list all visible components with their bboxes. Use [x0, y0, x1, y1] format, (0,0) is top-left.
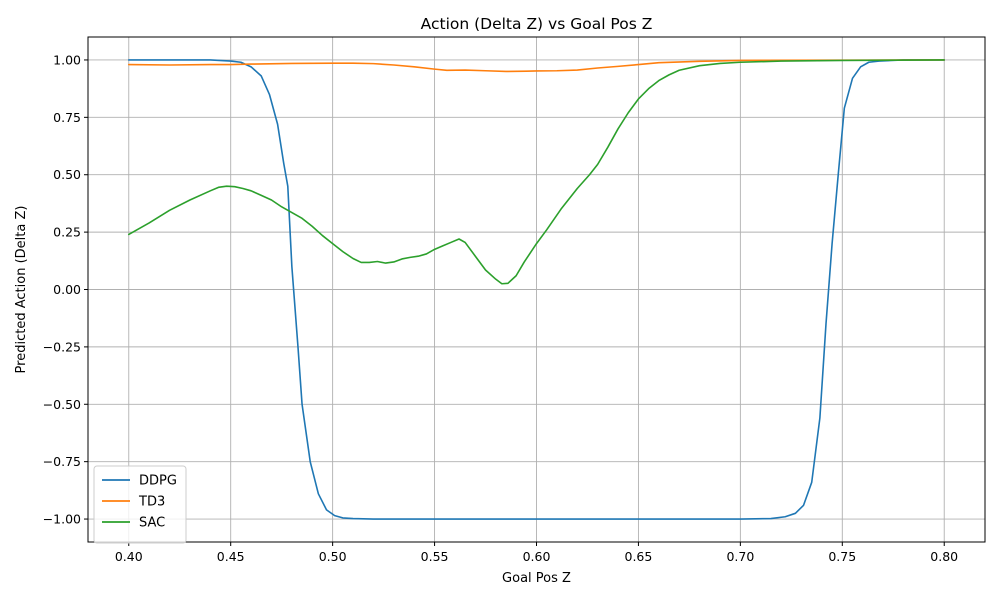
x-tick-label: 0.50 — [319, 549, 347, 564]
x-tick-label: 0.80 — [930, 549, 958, 564]
y-tick-label: −0.75 — [43, 454, 81, 469]
axis-ticks: 0.40 0.45 0.50 0.55 0.60 0.65 0.70 0.75 0.80 1.00… — [43, 52, 958, 564]
x-tick-label: 0.55 — [421, 549, 449, 564]
x-tick-label: 0.70 — [726, 549, 754, 564]
legend-box — [93, 465, 187, 544]
x-tick-label: 0.65 — [625, 549, 653, 564]
series-line-td3 — [127, 59, 946, 73]
x-tick-label: 0.60 — [523, 549, 551, 564]
y-axis-label: Predicted Action (Delta Z) — [14, 206, 29, 374]
y-tick-label: 0.50 — [53, 167, 81, 182]
y-tick-label: 0.00 — [53, 282, 81, 297]
legend-label-td3: TD3 — [138, 495, 165, 510]
legend-label-ddpg: DDPG — [139, 474, 177, 489]
y-tick-label: −1.00 — [43, 512, 81, 527]
y-tick-label: −0.50 — [43, 397, 81, 412]
x-axis-label: Goal Pos Z — [502, 571, 571, 586]
series-lines — [127, 59, 946, 520]
x-tick-label: 0.75 — [828, 549, 856, 564]
y-tick-label: 0.75 — [53, 110, 81, 125]
legend: DDPG TD3 SAC — [93, 465, 187, 544]
x-tick-label: 0.40 — [115, 549, 143, 564]
y-tick-label: 0.25 — [53, 225, 81, 240]
x-tick-label: 0.45 — [217, 549, 245, 564]
series-line-ddpg — [127, 59, 946, 520]
y-tick-label: 1.00 — [53, 52, 81, 67]
y-tick-label: −0.25 — [43, 339, 81, 354]
legend-label-sac: SAC — [139, 516, 165, 531]
chart-title: Action (Delta Z) vs Goal Pos Z — [421, 15, 653, 33]
series-line-sac — [127, 59, 946, 285]
